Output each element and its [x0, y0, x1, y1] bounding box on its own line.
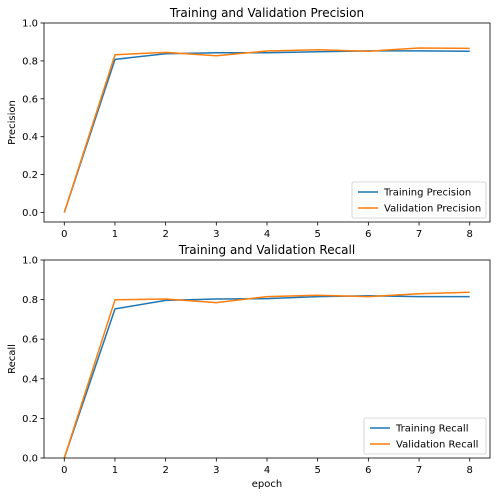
x-tick-label: 4 — [264, 229, 270, 240]
x-tick-label: 1 — [112, 465, 118, 476]
x-tick-label: 1 — [112, 229, 118, 240]
x-tick-label: 6 — [365, 465, 371, 476]
x-tick-label: 7 — [416, 229, 422, 240]
chart-title: Training and Validation Recall — [178, 243, 355, 257]
x-tick-label: 3 — [213, 229, 219, 240]
y-tick-label: 0.6 — [22, 94, 38, 105]
x-tick-label: 2 — [162, 229, 168, 240]
series-line-validation — [63, 47, 470, 213]
chart-2: 0 1 2 3 4 5 6 7 8 0.0 0.2 0.4 0.6 0.8 1.0 Training and … — [7, 243, 491, 490]
x-tick-label: 0 — [61, 229, 67, 240]
y-tick-label: 0.4 — [22, 374, 38, 385]
y-tick-label: 0.6 — [22, 335, 38, 346]
x-tick-label: 3 — [213, 465, 219, 476]
series-line-validation — [63, 291, 470, 459]
y-tick-label: 0.8 — [22, 56, 38, 67]
y-tick-label: 0.2 — [22, 414, 38, 425]
y-tick-label: 0.0 — [22, 454, 38, 465]
chart-1: 0 1 2 3 4 5 6 7 8 0.0 0.2 0.4 0.6 0.8 1.0 Training and … — [7, 6, 491, 240]
x-tick-label: 7 — [416, 465, 422, 476]
y-tick-label: 0.0 — [22, 208, 38, 219]
x-axis-label: epoch — [252, 479, 282, 490]
x-tick-label: 5 — [314, 465, 320, 476]
y-tick-label: 0.8 — [22, 295, 38, 306]
legend-entry: Validation Recall — [396, 440, 478, 451]
y-tick-label: 0.4 — [22, 132, 38, 143]
y-tick-label: 0.2 — [22, 170, 38, 181]
legend: Training Recall Validation Recall — [363, 417, 487, 455]
chart-title: Training and Validation Precision — [169, 6, 364, 20]
y-axis-label: Recall — [7, 344, 18, 374]
legend: Training Precision Validation Precision — [351, 181, 487, 219]
x-tick-label: 2 — [162, 465, 168, 476]
y-tick-label: 1.0 — [22, 256, 38, 267]
legend-entry: Validation Precision — [384, 204, 481, 215]
series-line-training — [63, 295, 470, 459]
legend-box — [351, 181, 487, 219]
x-tick-label: 8 — [467, 229, 473, 240]
x-tick-label: 8 — [467, 465, 473, 476]
x-tick-label: 6 — [365, 229, 371, 240]
y-axis-label: Precision — [7, 100, 18, 145]
legend-entry: Training Precision — [383, 188, 471, 199]
x-tick-label: 4 — [264, 465, 270, 476]
x-tick-label: 5 — [314, 229, 320, 240]
legend-entry: Training Recall — [395, 424, 468, 435]
series-line-training — [63, 50, 470, 213]
x-tick-label: 0 — [61, 465, 67, 476]
y-tick-label: 1.0 — [22, 19, 38, 30]
legend-box — [363, 417, 487, 455]
